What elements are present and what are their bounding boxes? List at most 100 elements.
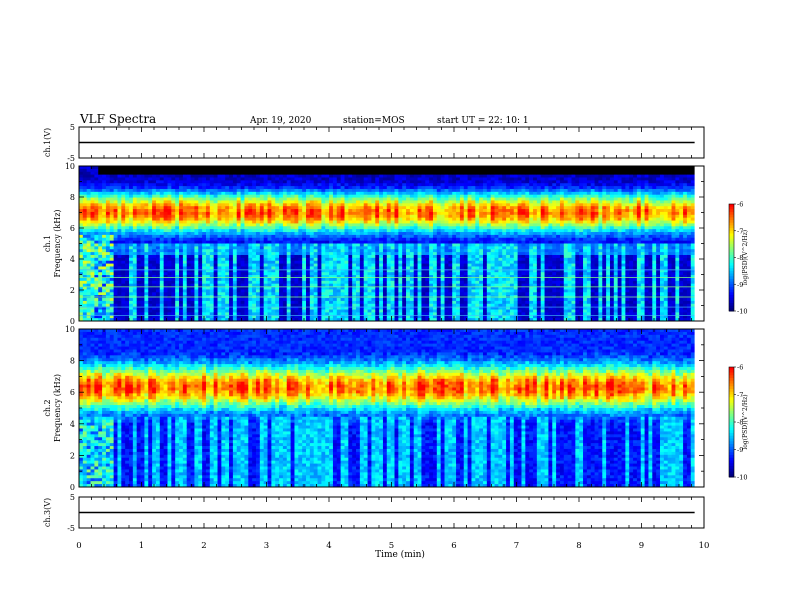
- spectrogram-cell: [271, 180, 276, 184]
- spectrogram-cell: [294, 275, 299, 279]
- spectrogram-cell: [421, 249, 426, 253]
- spectrogram-cell: [332, 280, 338, 285]
- spectrogram-cell: [98, 203, 103, 207]
- spectrogram-cell: [286, 200, 292, 204]
- spectrogram-cell: [179, 289, 184, 293]
- spectrogram-cell: [356, 211, 361, 216]
- spectrogram-cell: [402, 174, 407, 178]
- spectrogram-cell: [217, 197, 222, 201]
- spectrogram-cell: [398, 269, 403, 273]
- spectrogram-cell: [225, 243, 230, 247]
- spectrogram-cell: [163, 171, 168, 176]
- spectrogram-cell: [125, 237, 130, 242]
- spectrogram-cell: [356, 243, 361, 247]
- spectrogram-cell: [359, 220, 365, 224]
- spectrogram-cell: [271, 286, 276, 290]
- spectrogram-cell: [152, 226, 157, 230]
- spectrogram-cell: [98, 197, 103, 201]
- spectrogram-cell: [163, 232, 168, 236]
- spectrogram-cell: [125, 186, 130, 190]
- spectrogram-cell: [325, 171, 330, 176]
- spectrogram-cell: [244, 174, 249, 178]
- spectrogram-cell: [340, 292, 345, 296]
- spectrogram-cell: [179, 226, 184, 230]
- spectrogram-cell: [282, 226, 288, 230]
- spectrogram-cell: [421, 188, 426, 193]
- spectrogram-cell: [102, 266, 107, 270]
- spectrogram-cell: [348, 266, 353, 270]
- spectrogram-cell: [325, 312, 330, 316]
- spectrogram-cell: [213, 292, 218, 296]
- spectrogram-cell: [240, 292, 245, 296]
- spectrogram-cell: [290, 234, 295, 239]
- spectrogram-cell: [186, 249, 191, 253]
- spectrogram-cell: [186, 277, 191, 282]
- spectrogram-cell: [317, 206, 322, 210]
- spectrogram-cell: [171, 260, 176, 264]
- spectrogram-cell: [406, 180, 411, 184]
- spectrogram-cell: [152, 206, 157, 210]
- spectrogram-cell: [425, 200, 430, 204]
- spectrogram-cell: [240, 275, 245, 279]
- spectrogram-cell: [94, 263, 99, 267]
- spectrogram-cell: [221, 252, 226, 256]
- spectrogram-cells: [79, 166, 696, 322]
- spectrogram-cell: [171, 226, 176, 230]
- spectrogram-cell: [205, 252, 211, 256]
- spectrogram-cell: [155, 186, 161, 190]
- spectrogram-cell: [198, 277, 203, 282]
- spectrogram-cell: [298, 183, 303, 187]
- spectrogram-cell: [332, 292, 338, 296]
- spectrogram-cell: [386, 306, 392, 310]
- spectrogram-cell: [359, 283, 365, 287]
- spectrogram-cell: [229, 318, 234, 322]
- spectrogram-cell: [98, 309, 103, 313]
- spectrogram-cell: [121, 257, 126, 262]
- spectrogram-cell: [356, 166, 361, 170]
- spectrogram-cell: [217, 226, 222, 230]
- spectrogram-cell: [263, 303, 268, 308]
- spectrogram-cell: [94, 200, 99, 204]
- spectrogram-cell: [406, 303, 411, 308]
- spectrogram-cell: [317, 246, 322, 250]
- spectrogram-cell: [90, 260, 95, 264]
- spectrogram-cell: [298, 209, 303, 213]
- spectrogram-cell: [94, 275, 99, 279]
- spectrogram-cell: [175, 318, 180, 322]
- spectrogram-cell: [375, 266, 380, 270]
- spectrogram-cell: [152, 197, 157, 201]
- spectrogram-cell: [232, 309, 238, 313]
- spectrogram-cell: [282, 272, 288, 276]
- spectrogram-cell: [163, 272, 168, 276]
- spectrogram-cell: [167, 237, 172, 242]
- spectrogram-cell: [202, 277, 207, 282]
- spectrogram-cell: [406, 269, 411, 273]
- spectrogram-cell: [286, 275, 292, 279]
- spectrogram-cell: [340, 318, 345, 322]
- spectrogram-cell: [382, 168, 388, 173]
- spectrogram-cell: [371, 252, 376, 256]
- spectrogram-cell: [409, 300, 415, 305]
- spectrogram-cell: [86, 269, 91, 273]
- spectrogram-cell: [202, 174, 207, 178]
- spectrogram-cell: [402, 312, 407, 316]
- spectrogram-cell: [94, 223, 99, 227]
- spectrogram-cell: [394, 252, 399, 256]
- spectrogram-cell: [190, 257, 195, 262]
- spectrogram-cell: [267, 257, 272, 262]
- spectrogram-cell: [82, 234, 88, 239]
- spectrogram-cell: [298, 177, 303, 181]
- spectrogram-cell: [302, 197, 307, 201]
- spectrogram-cell: [179, 254, 184, 259]
- spectrogram-cell: [267, 277, 272, 282]
- spectrogram-cell: [286, 286, 292, 290]
- spectrogram-cell: [317, 209, 322, 213]
- spectrogram-cell: [117, 214, 122, 219]
- spectrogram-cell: [209, 223, 215, 227]
- spectrogram-cell: [159, 174, 165, 178]
- spectrogram-cell: [132, 183, 138, 187]
- spectrogram-cell: [79, 298, 84, 302]
- spectrogram-cell: [332, 277, 338, 282]
- spectrogram-cell: [163, 229, 168, 233]
- spectrogram-cell: [102, 191, 107, 196]
